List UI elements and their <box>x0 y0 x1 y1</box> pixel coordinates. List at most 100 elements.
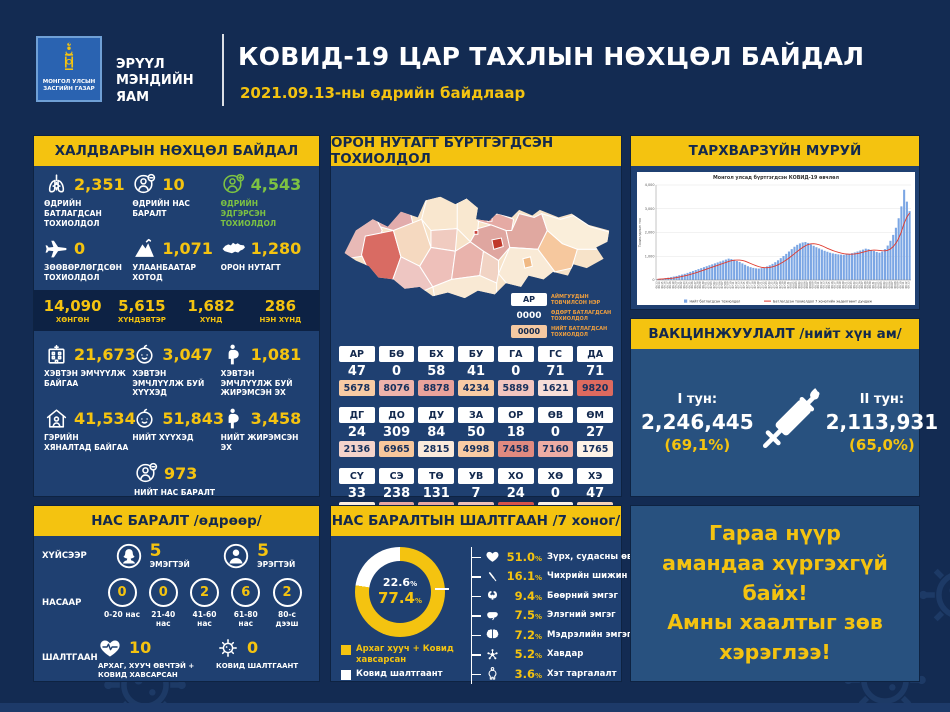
svg-text:06.30: 06.30 <box>702 281 705 288</box>
svg-text:06.21: 06.21 <box>677 281 680 288</box>
female-icon <box>114 541 144 571</box>
svg-text:09.09: 09.09 <box>897 281 900 288</box>
cause-row: 51.0% Зүрх, судасны өвчин <box>472 547 650 567</box>
svg-text:09.05: 09.05 <box>886 281 889 288</box>
svg-text:07.03: 07.03 <box>710 281 713 288</box>
svg-text:08.27: 08.27 <box>861 281 864 288</box>
daily-deaths-title: НАС БАРАЛТ /өдрөөр/ <box>34 506 319 536</box>
svg-text:08.06: 08.06 <box>803 281 806 288</box>
svg-text:09.02: 09.02 <box>878 281 881 288</box>
svg-text:Нийт батлагдсан тохиолдол: Нийт батлагдсан тохиолдол <box>690 300 741 304</box>
stat-imported: 0 ЗӨӨВӨРЛӨГДСӨН ТОХИОЛДОЛ <box>44 236 132 283</box>
epidemic-chart: Монгол улсад бүртгэгдсэн КОВИД-19 өвчлөл… <box>637 172 915 305</box>
svg-text:08.08: 08.08 <box>809 281 812 288</box>
region-cell-ӨВ: ӨВ 0 7160 <box>537 407 574 457</box>
svg-text:08.17: 08.17 <box>834 281 837 288</box>
svg-text:09.08: 09.08 <box>894 281 897 288</box>
region-table: АР 47 5678 БӨ 0 8076 БХ 58 8878 БУ 41 4234 ГА 0 5889 ГС… <box>331 340 621 518</box>
svg-text:07.19: 07.19 <box>754 281 757 288</box>
svg-text:08.14: 08.14 <box>825 281 828 288</box>
svg-text:07.04: 07.04 <box>713 281 716 288</box>
svg-text:07.01: 07.01 <box>705 281 708 288</box>
infection-panel-title: ХАЛДВАРЫН НӨХЦӨЛ БАЙДАЛ <box>34 136 319 166</box>
person-recovered-icon <box>221 172 246 197</box>
svg-text:07.09: 07.09 <box>727 281 730 288</box>
svg-text:06.29: 06.29 <box>699 281 702 288</box>
person-death-icon <box>134 461 159 486</box>
bottom-frame <box>0 703 950 712</box>
death-causes-panel: НАС БАРАЛТЫН ШАЛТГААН /7 хоног/ 22.6% 77… <box>330 505 650 684</box>
death-cause-donut: 22.6% 77.4% <box>355 547 445 637</box>
death-cause-chronic: 10 АРХАГ, ХУУЧ ӨВЧТЭЙ + КОВИД ХАВСАРСАН <box>98 636 216 680</box>
stat-total-pregnant: 3,458 НИЙТ ЖИРЭМСЭН ЭХ <box>221 406 309 453</box>
svg-text:08.03: 08.03 <box>795 281 798 288</box>
region-cell-ӨМ: ӨМ 27 1765 <box>577 407 614 457</box>
svg-text:08.01: 08.01 <box>790 281 793 288</box>
stat-total-children: 51,843 НИЙТ ХҮҮХЭД <box>132 406 224 453</box>
header-divider <box>222 34 224 106</box>
svg-text:07.25: 07.25 <box>771 281 774 288</box>
lungs-virus-icon <box>44 172 69 197</box>
heart-pulse-icon <box>98 636 122 660</box>
svg-text:06.22: 06.22 <box>680 281 683 288</box>
region-cell-БУ: БУ 41 4234 <box>458 346 494 396</box>
svg-text:0: 0 <box>652 278 654 282</box>
svg-text:08.04: 08.04 <box>798 281 801 288</box>
virus-icon <box>216 636 240 660</box>
svg-text:07.17: 07.17 <box>749 281 752 288</box>
age-group: 0 21-40 нас <box>143 578 183 629</box>
svg-text:Тохиолдлын тоо: Тохиолдлын тоо <box>638 218 642 248</box>
message-panel: Гараа нүүр амандаа хүргэхгүй байх! Амны … <box>630 505 920 682</box>
svg-text:08.29: 08.29 <box>867 281 870 288</box>
donut-legend-item: Архаг хууч + Ковид хавсарсан <box>341 644 459 665</box>
region-cell-БХ: БХ 58 8878 <box>418 346 455 396</box>
severity-strip: 14,090 ХӨНГӨН 5,615 ХҮНДЭВТЭР 1,682 ХҮНД 28… <box>34 289 319 331</box>
daily-deaths-panel: НАС БАРАЛТ /өдрөөр/ ХҮЙСЭЭР 5 ЭМЭГТЭЙ 5 ЭР… <box>33 505 320 682</box>
stat-daily-recovered: 4,543 ӨДРИЙН ЭДГЭРСЭН ТОХИОЛДОЛ <box>221 172 309 228</box>
region-cell-ГА: ГА 0 5889 <box>497 346 534 396</box>
infection-panel: ХАЛДВАРЫН НӨХЦӨЛ БАЙДАЛ 2,351 ӨДРИЙН БАТ… <box>33 135 320 497</box>
svg-text:08.15: 08.15 <box>828 281 831 288</box>
person-death-icon <box>132 172 157 197</box>
deaths-by-sex-row: ХҮЙСЭЭР 5 ЭМЭГТЭЙ 5 ЭРЭГТЭЙ <box>42 541 296 571</box>
diabetes-icon <box>485 569 500 584</box>
pregnant-icon <box>221 406 246 431</box>
svg-text:07.27: 07.27 <box>776 281 779 288</box>
svg-text:08.05: 08.05 <box>801 281 804 288</box>
region-cell-ЗА: ЗА 50 4998 <box>458 407 494 457</box>
stat-daily-deaths: 10 ӨДРИЙН НАС БАРАЛТ <box>132 172 220 228</box>
donut-legend: Архаг хууч + Ковид хавсарсан Ковид шалтга… <box>341 644 459 681</box>
deaths-by-age-row: НАСААР 0 0-20 нас 0 21-40 нас 2 41-60 нас 6… <box>34 573 319 631</box>
svg-text:08.11: 08.11 <box>817 281 820 288</box>
stat-total-deaths: 973 НИЙТ НАС БАРАЛТ <box>134 461 219 498</box>
severity-severe: 1,682 ХҮНД <box>187 296 235 324</box>
stat-hospitalized-pregnant: 1,081 ХЭВТЭН ЭМЧЛҮҮЛЖ БУЙ ЖИРЭМСЭН ЭХ <box>221 342 309 398</box>
home-icon <box>44 406 69 431</box>
stat-rural: 1,280 ОРОН НУТАГТ <box>221 236 309 283</box>
page-title: КОВИД-19 ЦАР ТАХЛЫН НӨХЦӨЛ БАЙДАЛ <box>238 42 865 71</box>
age-group: 6 61-80 нас <box>226 578 266 629</box>
region-cell-ДА: ДА 71 9820 <box>577 346 614 396</box>
svg-text:06.23: 06.23 <box>683 281 686 288</box>
svg-text:06.24: 06.24 <box>686 281 689 288</box>
svg-text:06.14: 06.14 <box>658 281 661 288</box>
svg-text:06.26: 06.26 <box>691 281 694 288</box>
plane-icon <box>44 236 69 261</box>
cause-row: 7.5% Элэгний эмгэг <box>472 606 650 626</box>
svg-text:07.02: 07.02 <box>708 281 711 288</box>
causes-list: 51.0% Зүрх, судасны өвчин 16.1% Чихрийн шиж… <box>471 547 650 684</box>
pregnant-icon <box>221 342 246 367</box>
svg-text:07.23: 07.23 <box>765 281 768 288</box>
vaccination-panel: ВАКЦИНЖУУЛАЛТ /нийт хүн ам/ I тун: 2,246… <box>630 318 938 497</box>
map-legend-total: 0000 НИЙТ БАТЛАГДСАН ТОХИОЛДОЛ <box>511 325 613 338</box>
svg-text:07.11: 07.11 <box>732 281 735 288</box>
svg-text:08.23: 08.23 <box>850 281 853 288</box>
map-legend: АР АЙМГУУДЫН ТОВЧИЛСОН НЭР 0000 ӨДӨРТ БА… <box>511 290 613 338</box>
svg-text:07.12: 07.12 <box>735 281 738 288</box>
svg-text:07.20: 07.20 <box>757 281 760 288</box>
svg-text:08.12: 08.12 <box>820 281 823 288</box>
hospital-icon <box>44 342 69 367</box>
baby-icon <box>132 342 157 367</box>
svg-text:07.29: 07.29 <box>782 281 785 288</box>
epidemic-curve-title: ТАРХВАРЗҮЙН МУРУЙ <box>631 136 919 166</box>
